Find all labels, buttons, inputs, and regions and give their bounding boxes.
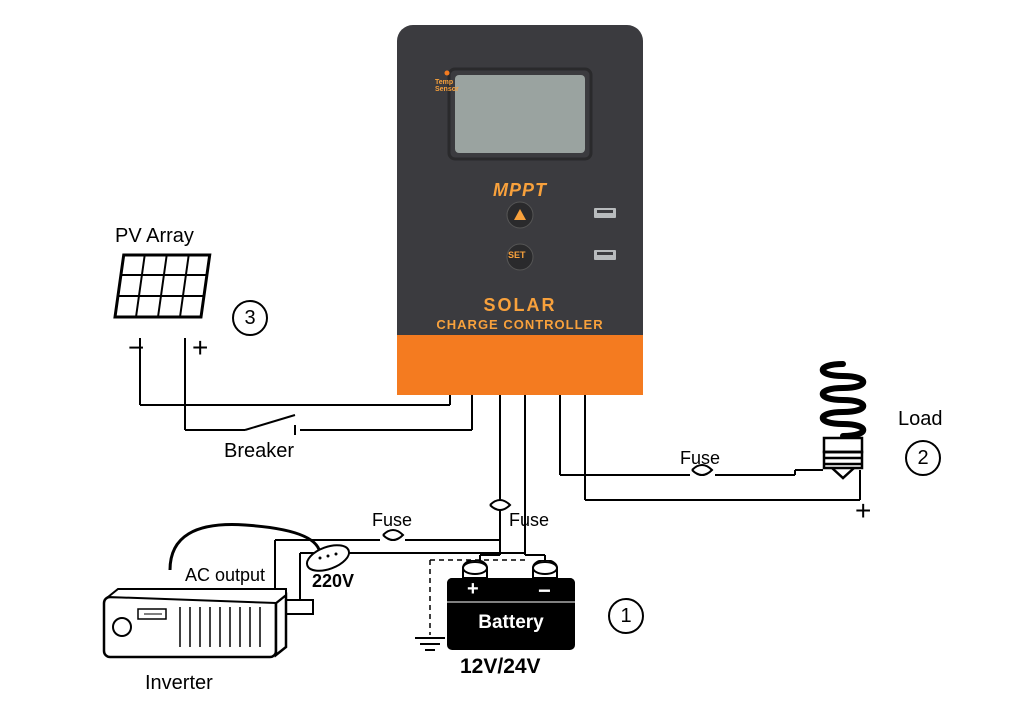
charge-controller-label: CHARGE CONTROLLER: [397, 317, 643, 332]
load-bulb: [798, 358, 888, 488]
diagram-canvas: Temp Sensor MPPT SET SOLAR CHARGE CONTRO…: [0, 0, 1023, 714]
battery: + − Battery: [445, 560, 580, 655]
marker-2: 2: [905, 440, 941, 476]
mppt-label: MPPT: [397, 180, 643, 201]
battery-label: Battery: [445, 612, 577, 634]
pv-minus: −: [128, 332, 144, 364]
battery-minus: −: [538, 578, 551, 604]
ac-output-label: AC output: [185, 565, 265, 586]
marker-3: 3: [232, 300, 268, 336]
marker-1: 1: [608, 598, 644, 634]
temp-sensor-label: Temp Sensor: [435, 79, 459, 93]
inverter-label: Inverter: [145, 672, 213, 695]
inverter: [100, 585, 290, 675]
pv-array-label: PV Array: [115, 225, 194, 248]
pv-array: [110, 253, 215, 331]
load-fuse-label: Fuse: [680, 448, 720, 469]
load-plus: +: [855, 495, 871, 527]
solar-label: SOLAR: [397, 295, 643, 316]
solar-charge-controller: Temp Sensor MPPT SET SOLAR CHARGE CONTRO…: [397, 25, 643, 395]
load-label: Load: [898, 408, 943, 431]
set-button-label: SET: [508, 250, 526, 260]
battery-plus: +: [467, 578, 479, 601]
inverter-voltage-label: 220V: [312, 571, 354, 592]
pv-plus: +: [192, 332, 208, 364]
battery-fuse-label: Fuse: [509, 510, 549, 531]
breaker-label: Breaker: [224, 440, 294, 463]
battery-voltage-label: 12V/24V: [460, 655, 541, 679]
inverter-fuse-label: Fuse: [372, 510, 412, 531]
